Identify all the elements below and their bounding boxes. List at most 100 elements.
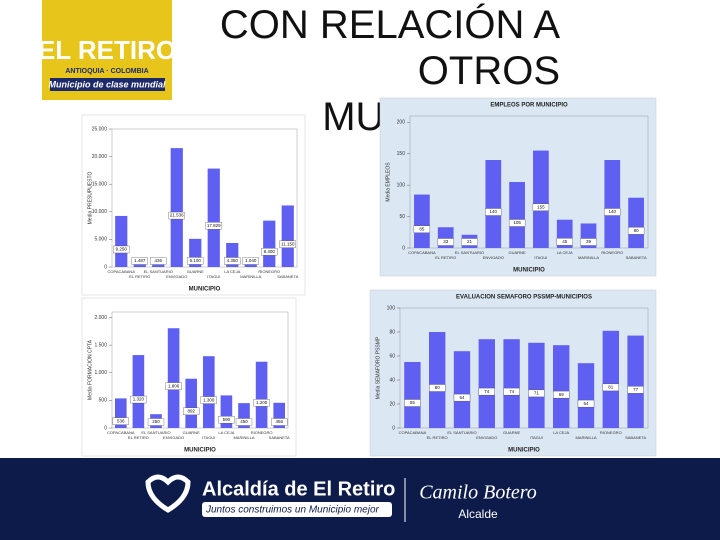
value-label: 892 bbox=[187, 409, 195, 414]
bar bbox=[604, 160, 621, 248]
y-tick-label: 1.000 bbox=[94, 370, 107, 376]
value-label: 436 bbox=[154, 258, 162, 263]
value-label: 1.806 bbox=[168, 383, 180, 388]
value-label-bg bbox=[112, 417, 129, 425]
x-axis-label: MUNICIPIO bbox=[189, 287, 221, 293]
chart-title: EMPLEOS POR MUNICIPIO bbox=[490, 103, 568, 109]
x-tick-label: RIONEGRO bbox=[251, 430, 273, 435]
value-label-bg bbox=[577, 399, 595, 408]
y-tick-label: 20.000 bbox=[92, 154, 108, 160]
value-label: 1.320 bbox=[133, 397, 145, 402]
value-label: 21.536 bbox=[170, 213, 184, 218]
value-label: 55 bbox=[410, 400, 416, 405]
value-label: 250 bbox=[152, 419, 160, 424]
value-label: 33 bbox=[443, 239, 449, 244]
bar bbox=[255, 361, 268, 428]
bar bbox=[152, 264, 165, 267]
charts: 0 5.000 10.000 15.000 20.000 25.000 Media PRES… bbox=[81, 97, 657, 457]
value-label: 80 bbox=[634, 228, 640, 233]
x-tick-label: MARINILLA bbox=[233, 435, 254, 440]
y-tick-label: 40 bbox=[389, 377, 395, 383]
bar bbox=[273, 402, 286, 428]
x-tick-label: SABANETA bbox=[626, 255, 647, 260]
y-tick-label: 5.000 bbox=[94, 237, 107, 243]
y-tick-label: 0 bbox=[402, 245, 405, 251]
x-axis-label: MUNICIPIO bbox=[513, 268, 545, 274]
bar bbox=[281, 205, 294, 267]
bar bbox=[220, 395, 233, 428]
y-tick-label: 80 bbox=[389, 329, 395, 335]
x-tick-label: MARINILLA bbox=[578, 255, 599, 260]
x-tick-label: COPACABANA bbox=[108, 269, 136, 274]
y-tick-label: 150 bbox=[397, 151, 406, 157]
x-tick-label: ENVIGADO bbox=[483, 255, 504, 260]
value-label: 105 bbox=[513, 220, 521, 225]
value-label-bg bbox=[532, 203, 550, 211]
x-tick-label: MARINILLA bbox=[240, 274, 261, 279]
x-tick-label: MARINILLA bbox=[575, 435, 596, 440]
y-axis-label: Media SEMAFORO PSSMP bbox=[375, 336, 381, 399]
x-tick-label: ITAGUI bbox=[530, 435, 543, 440]
x-tick-label: GUARNE bbox=[503, 430, 520, 435]
value-label: 69 bbox=[559, 392, 565, 397]
value-label-bg bbox=[200, 396, 217, 404]
bar bbox=[132, 355, 145, 428]
x-tick-label: LA CEJA bbox=[557, 250, 573, 255]
value-label: 71 bbox=[534, 391, 540, 396]
value-label: 54 bbox=[583, 401, 589, 406]
value-label-bg bbox=[553, 390, 570, 399]
bar bbox=[167, 328, 180, 428]
value-label: 536 bbox=[117, 418, 125, 423]
x-tick-label: ITAGUI bbox=[202, 435, 215, 440]
y-axis-label: Media PRESUPUESTO bbox=[87, 172, 93, 225]
y-tick-label: 2.000 bbox=[94, 315, 107, 321]
bar bbox=[627, 335, 644, 428]
bar bbox=[577, 363, 595, 428]
y-axis-label: Media FORMACION CPTA bbox=[87, 339, 93, 400]
y-axis-label: Media EMPLEOS bbox=[385, 162, 391, 202]
value-label: 74 bbox=[509, 389, 515, 394]
bar bbox=[503, 339, 520, 428]
x-tick-label: ENVIGADO bbox=[476, 435, 497, 440]
value-label: 8.400 bbox=[264, 249, 276, 254]
bar bbox=[202, 356, 215, 428]
y-tick-label: 0 bbox=[104, 264, 107, 270]
value-label-bg bbox=[168, 211, 185, 220]
y-tick-label: 500 bbox=[99, 398, 108, 404]
value-label-bg bbox=[627, 386, 644, 394]
x-tick-label: EL RETIRO bbox=[427, 435, 448, 440]
bar bbox=[114, 398, 127, 428]
x-tick-label: RIONEGRO bbox=[258, 269, 280, 274]
value-label-bg bbox=[242, 257, 259, 265]
bar bbox=[533, 150, 549, 248]
footer-mayor-role: Alcalde bbox=[458, 507, 498, 521]
chart: EVALUACION SEMAFORO PSSMP-MUNICIPIOS 0 20 4… bbox=[369, 289, 657, 457]
value-label-bg bbox=[150, 257, 167, 265]
footer-motto: Juntos construimos un Municipio mejor bbox=[205, 505, 380, 516]
value-label-bg bbox=[453, 393, 471, 402]
value-label: 9.250 bbox=[116, 247, 128, 252]
bar bbox=[509, 182, 525, 248]
bar bbox=[115, 215, 128, 267]
bar bbox=[414, 194, 430, 248]
value-label-bg bbox=[205, 222, 222, 230]
bar bbox=[238, 403, 250, 428]
value-label: 21 bbox=[467, 239, 473, 244]
chart: EMPLEOS POR MUNICIPIO 0 50 100 150 200 Media E… bbox=[379, 97, 657, 277]
value-label: 140 bbox=[490, 209, 498, 214]
y-tick-label: 10.000 bbox=[92, 209, 108, 215]
value-label-bg bbox=[131, 257, 148, 265]
x-axis-label: MUNICIPIO bbox=[508, 448, 540, 454]
chart: 0 5.000 10.000 15.000 20.000 25.000 Media PRES… bbox=[81, 114, 306, 296]
x-tick-label: EL RETIRO bbox=[129, 274, 150, 279]
x-tick-label: LA CEJA bbox=[553, 430, 569, 435]
value-label-bg bbox=[503, 387, 520, 396]
value-label-bg bbox=[604, 208, 621, 216]
footer-mayor: Camilo Botero bbox=[419, 482, 537, 504]
value-label: 1.040 bbox=[245, 258, 257, 263]
value-label-bg bbox=[485, 208, 502, 216]
bar bbox=[207, 168, 220, 267]
footer-band bbox=[0, 458, 720, 540]
x-tick-label: SABANETA bbox=[277, 274, 298, 279]
value-label: 77 bbox=[633, 387, 639, 392]
